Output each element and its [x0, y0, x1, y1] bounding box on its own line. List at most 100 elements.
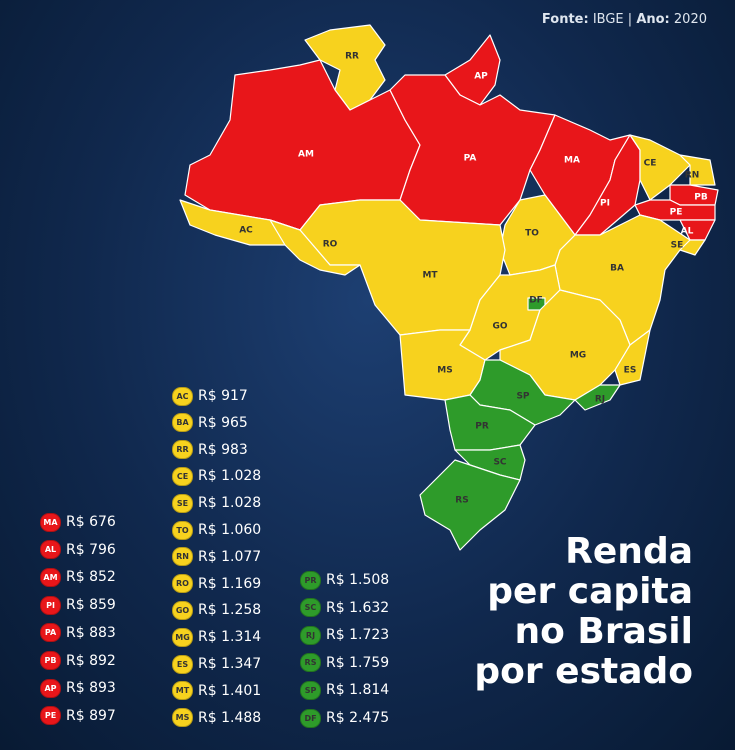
- state-label: RO: [323, 240, 338, 250]
- state-label: RR: [345, 52, 359, 62]
- legend-badge: AC: [172, 386, 193, 406]
- legend-value: R$ 1.060: [198, 522, 262, 538]
- state-label: DF: [529, 296, 543, 306]
- legend-entry: RO R$ 1.169: [172, 574, 261, 594]
- legend-value: R$ 1.258: [198, 602, 262, 619]
- state-label: GO: [492, 322, 507, 332]
- legend-entry: RR R$ 983: [172, 440, 248, 460]
- state-label: RS: [455, 496, 468, 506]
- legend-value: R$ 859: [66, 597, 116, 614]
- source-label: Fonte:: [541, 12, 589, 27]
- title-line: por estado: [474, 651, 693, 692]
- legend-badge: BA: [172, 413, 193, 433]
- legend-value: R$ 1.508: [326, 572, 390, 588]
- source: IBGE: [592, 12, 624, 27]
- legend-entry: RN R$ 1.077: [172, 547, 261, 567]
- state-label: BA: [610, 264, 624, 274]
- legend-value: R$ 893: [66, 680, 116, 697]
- state-label: RN: [685, 171, 699, 181]
- state-shape: [269, 219, 361, 276]
- state-label: PA: [464, 154, 477, 164]
- legend-entry: TO R$ 1.060: [172, 520, 261, 540]
- state-label: MA: [564, 156, 580, 166]
- state-label: RJ: [595, 395, 605, 405]
- legend-badge: AL: [40, 540, 61, 560]
- state-label: TO: [525, 229, 539, 239]
- legend-value: R$ 1.632: [326, 599, 390, 616]
- state-label: PR: [475, 422, 489, 432]
- legend-value: R$ 1.077: [198, 548, 262, 565]
- legend-badge: SP: [300, 680, 321, 700]
- legend-entry: MS R$ 1.488: [172, 708, 261, 728]
- legend-entry: SE R$ 1.028: [172, 493, 261, 513]
- legend-value: R$ 1.028: [198, 468, 262, 485]
- legend-value: R$ 676: [66, 514, 116, 530]
- legend-value: R$ 983: [198, 441, 248, 458]
- state-shape: [574, 384, 621, 411]
- legend-badge: MA: [40, 512, 61, 532]
- legend-badge: MG: [172, 627, 193, 647]
- legend-entry: PA R$ 883: [40, 623, 116, 643]
- legend-badge: AP: [40, 678, 61, 698]
- title-line: no Brasil: [514, 611, 694, 652]
- legend-value: R$ 965: [198, 414, 248, 431]
- legend-badge: GO: [172, 600, 193, 620]
- state-label: AM: [298, 150, 314, 160]
- legend-entry: SC R$ 1.632: [300, 598, 389, 618]
- state-label: SE: [671, 241, 684, 251]
- title-line: per capita: [487, 571, 693, 612]
- legend-value: R$ 917: [198, 388, 248, 404]
- state-label: ES: [624, 366, 637, 376]
- legend-badge: PA: [40, 623, 61, 643]
- legend-badge: CE: [172, 466, 193, 486]
- legend-badge: RR: [172, 440, 193, 460]
- legend-entry: AM R$ 852: [40, 567, 116, 587]
- legend-badge: SC: [300, 598, 321, 618]
- legend-badge: PR: [300, 570, 321, 590]
- separator: |: [627, 12, 633, 27]
- legend-value: R$ 897: [66, 707, 116, 724]
- legend-entry: MT R$ 1.401: [172, 681, 261, 701]
- header: Fonte: IBGE | Ano: 2020: [542, 12, 707, 27]
- state-label: MS: [437, 366, 452, 376]
- state-shape: [469, 359, 576, 426]
- legend-badge: AM: [40, 567, 61, 587]
- legend-value: R$ 1.169: [198, 575, 262, 592]
- state-label: MG: [570, 351, 586, 361]
- legend-value: R$ 892: [66, 652, 116, 669]
- legend-value: R$ 852: [66, 569, 116, 586]
- legend-entry: PE R$ 897: [40, 706, 116, 726]
- legend-badge: RS: [300, 653, 321, 673]
- state-label: PB: [694, 193, 708, 203]
- title: Renda per capita no Brasil por estado: [474, 532, 693, 692]
- state-shape: [614, 329, 651, 386]
- state-label: MT: [422, 271, 438, 281]
- legend-value: R$ 796: [66, 541, 116, 558]
- legend-entry: AL R$ 796: [40, 540, 116, 560]
- legend-badge: ES: [172, 654, 193, 674]
- title-line: Renda: [565, 531, 693, 572]
- legend-value: R$ 1.028: [198, 495, 262, 512]
- state-shape: [304, 24, 386, 111]
- legend-badge: DF: [300, 708, 321, 728]
- state-label: CE: [644, 159, 657, 169]
- legend-entry: RS R$ 1.759: [300, 653, 389, 673]
- year: 2020: [673, 12, 707, 27]
- legend-badge: TO: [172, 520, 193, 540]
- legend-entry: ES R$ 1.347: [172, 654, 261, 674]
- state-shape: [679, 154, 716, 186]
- legend-entry: DF R$ 2.475: [300, 708, 389, 728]
- legend-entry: SP R$ 1.814: [300, 680, 389, 700]
- legend-badge: RN: [172, 547, 193, 567]
- legend-badge: MS: [172, 708, 193, 728]
- legend-value: R$ 1.488: [198, 709, 262, 726]
- legend-value: R$ 1.814: [326, 682, 390, 699]
- legend-entry: PR R$ 1.508: [300, 570, 389, 590]
- state-label: AL: [681, 227, 694, 237]
- legend-entry: CE R$ 1.028: [172, 466, 261, 486]
- legend-entry: AC R$ 917: [172, 386, 248, 406]
- legend-badge: RO: [172, 574, 193, 594]
- legend-badge: RJ: [300, 625, 321, 645]
